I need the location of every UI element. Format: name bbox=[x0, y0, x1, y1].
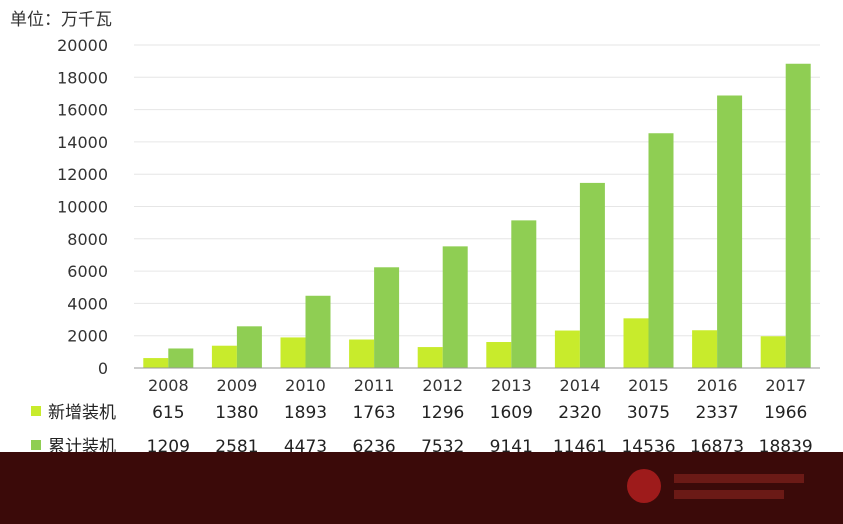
x-tick-label: 2010 bbox=[285, 376, 326, 395]
bar-new bbox=[143, 358, 169, 368]
legend-swatch bbox=[31, 406, 41, 416]
bars bbox=[143, 63, 811, 369]
bar-cumulative bbox=[511, 220, 537, 368]
legend-swatch bbox=[31, 440, 41, 450]
bar-new bbox=[486, 342, 512, 368]
bar-new bbox=[623, 318, 649, 368]
table-cell: 1609 bbox=[490, 403, 533, 423]
legend-label: 新增装机 bbox=[48, 403, 116, 423]
bar-cumulative bbox=[168, 348, 194, 368]
bar-cumulative bbox=[236, 326, 262, 368]
y-tick-label: 0 bbox=[98, 359, 108, 378]
y-tick-label: 8000 bbox=[67, 230, 108, 249]
y-tick-label: 14000 bbox=[57, 133, 108, 152]
bar-cumulative bbox=[442, 246, 468, 368]
table-cell: 1380 bbox=[215, 403, 258, 423]
bar-cumulative bbox=[579, 182, 605, 368]
y-tick-label: 18000 bbox=[57, 68, 108, 87]
x-tick-label: 2017 bbox=[765, 376, 806, 395]
bar-cumulative bbox=[648, 133, 674, 368]
x-tick-label: 2014 bbox=[560, 376, 601, 395]
y-tick-label: 10000 bbox=[57, 198, 108, 217]
table-cell: 615 bbox=[152, 403, 184, 423]
bar-cumulative bbox=[305, 295, 331, 368]
footer-band bbox=[0, 452, 843, 524]
watermark-logo bbox=[627, 469, 804, 503]
bar-new bbox=[349, 339, 375, 368]
y-tick-label: 12000 bbox=[57, 165, 108, 184]
x-tick-label: 2009 bbox=[217, 376, 258, 395]
y-tick-label: 4000 bbox=[67, 294, 108, 313]
table-cell: 3075 bbox=[627, 403, 670, 423]
y-tick-label: 2000 bbox=[67, 327, 108, 346]
x-tick-label: 2015 bbox=[628, 376, 669, 395]
table-cell: 2320 bbox=[558, 403, 601, 423]
bar-new bbox=[760, 336, 786, 368]
table-cell: 1296 bbox=[421, 403, 464, 423]
bar-cumulative bbox=[374, 267, 400, 368]
bar-cumulative bbox=[717, 95, 743, 369]
bar-new bbox=[280, 337, 306, 368]
x-tick-label: 2011 bbox=[354, 376, 395, 395]
y-tick-label: 20000 bbox=[57, 36, 108, 55]
x-tick-label: 2013 bbox=[491, 376, 532, 395]
x-tick-label: 2012 bbox=[422, 376, 463, 395]
y-tick-label: 16000 bbox=[57, 101, 108, 120]
table-cell: 1763 bbox=[352, 403, 395, 423]
y-axis: 0 2000 4000 6000 8000 10000 12000 14000 16000 180… bbox=[57, 36, 108, 378]
unit-label: 单位：万千瓦 bbox=[10, 10, 112, 30]
table-cell: 2337 bbox=[695, 403, 738, 423]
table-cell: 1893 bbox=[284, 403, 327, 423]
bar-new bbox=[417, 347, 443, 368]
x-tick-label: 2008 bbox=[148, 376, 189, 395]
bar-new bbox=[692, 330, 718, 368]
table-cell: 1966 bbox=[764, 403, 807, 423]
y-tick-label: 6000 bbox=[67, 262, 108, 281]
bar-new bbox=[554, 330, 580, 368]
bar-new bbox=[211, 345, 237, 368]
grid-lines bbox=[134, 44, 820, 337]
x-axis: 2008 2009 2010 2011 2012 2013 2014 2015 2016 2017 bbox=[134, 367, 820, 395]
bar-cumulative bbox=[785, 63, 811, 368]
x-tick-label: 2016 bbox=[697, 376, 738, 395]
